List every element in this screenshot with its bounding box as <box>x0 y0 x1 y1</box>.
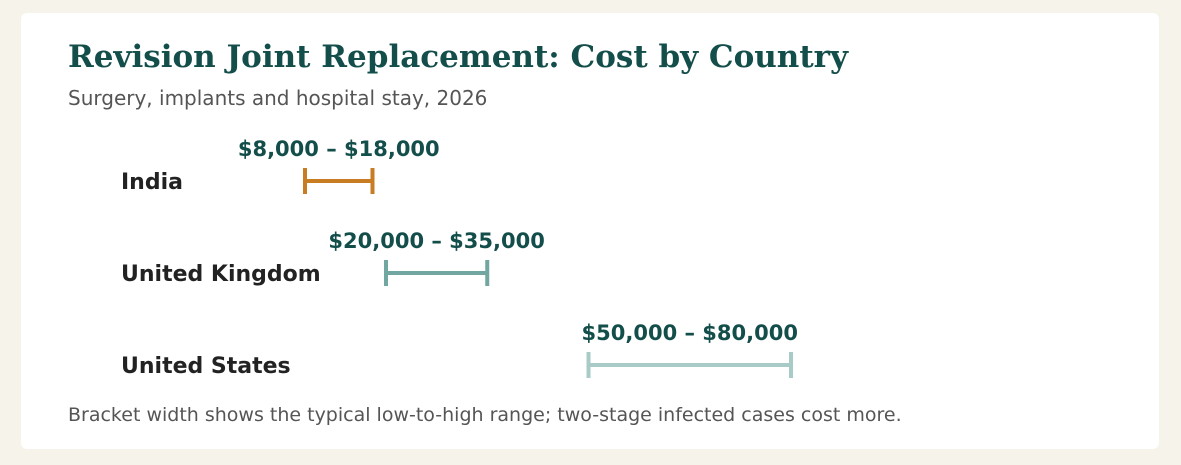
category-label: India <box>121 170 183 195</box>
range-row: United States $50,000 – $80,000 <box>121 321 798 379</box>
range-value-label: $8,000 – $18,000 <box>238 137 440 161</box>
chart-card: Revision Joint Replacement: Cost by Coun… <box>21 13 1159 449</box>
range-value-label: $20,000 – $35,000 <box>328 229 544 253</box>
range-value-label: $50,000 – $80,000 <box>582 321 798 345</box>
range-rows: India $8,000 – $18,000 United Kingdom $20,0… <box>121 137 798 379</box>
category-label: United States <box>121 354 291 379</box>
chart-subtitle: Surgery, implants and hospital stay, 202… <box>68 86 488 110</box>
chart-footnote: Bracket width shows the typical low-to-h… <box>68 404 902 426</box>
category-label: United Kingdom <box>121 262 321 287</box>
range-chart: India $8,000 – $18,000 United Kingdom $20,0… <box>121 137 798 379</box>
range-row: India $8,000 – $18,000 <box>121 137 440 195</box>
chart-title: Revision Joint Replacement: Cost by Coun… <box>68 39 849 75</box>
range-row: United Kingdom $20,000 – $35,000 <box>121 229 545 287</box>
